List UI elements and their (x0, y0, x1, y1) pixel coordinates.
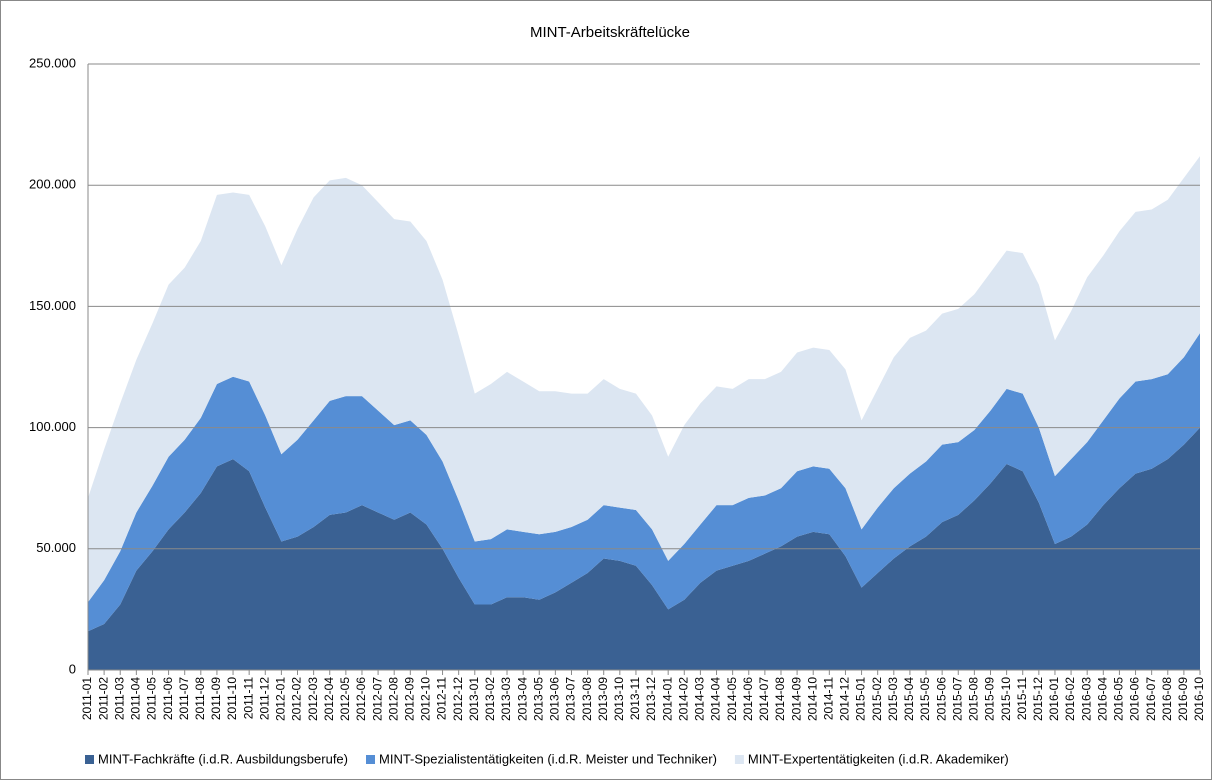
x-tick-label: 2014-03 (693, 677, 707, 721)
chart-title: MINT-Arbeitskräftelücke (530, 24, 690, 41)
x-tick-label: 2014-12 (838, 677, 852, 721)
x-tick-label: 2014-07 (757, 677, 771, 721)
x-tick-label: 2011-01 (80, 677, 94, 720)
x-tick-label: 2013-09 (596, 677, 610, 721)
x-tick-label: 2016-08 (1160, 677, 1174, 721)
x-tick-label: 2014-10 (805, 677, 819, 721)
x-tick-label: 2012-03 (306, 677, 320, 721)
legend-swatch (85, 755, 94, 764)
x-tick-label: 2014-04 (709, 677, 723, 721)
x-tick-label: 2011-12 (257, 677, 271, 720)
x-tick-label: 2012-07 (370, 677, 384, 721)
plot-area (88, 156, 1200, 670)
x-tick-label: 2015-02 (870, 677, 884, 721)
x-tick-label: 2015-05 (918, 677, 932, 721)
x-tick-label: 2015-06 (934, 677, 948, 721)
x-tick-label: 2016-03 (1079, 677, 1093, 721)
x-tick-label: 2016-04 (1095, 677, 1109, 721)
x-tick-label: 2012-08 (386, 677, 400, 721)
x-tick-label: 2012-01 (274, 677, 288, 721)
x-tick-label: 2016-01 (1047, 677, 1061, 721)
area (88, 333, 1200, 632)
x-tick-label: 2012-02 (290, 677, 304, 721)
x-tick-label: 2013-08 (580, 677, 594, 721)
x-tick-label: 2011-06 (161, 677, 175, 720)
x-tick-label: 2014-08 (773, 677, 787, 721)
y-tick-label: 150.000 (29, 298, 76, 313)
x-tick-label: 2015-04 (902, 677, 916, 721)
x-tick-label: 2013-06 (548, 677, 562, 721)
x-tick-label: 2012-11 (435, 677, 449, 720)
x-tick-label: 2013-03 (499, 677, 513, 721)
x-tick-label: 2015-08 (967, 677, 981, 721)
x-tick-label: 2014-05 (725, 677, 739, 721)
x-tick-label: 2011-03 (112, 677, 126, 720)
legend-swatch (366, 755, 375, 764)
x-tick-label: 2015-12 (1031, 677, 1045, 721)
x-tick-label: 2016-10 (1192, 677, 1206, 721)
legend-label: MINT-Expertentätigkeiten (i.d.R. Akademi… (748, 751, 1009, 766)
x-tick-label: 2013-11 (628, 677, 642, 720)
x-tick-label: 2013-01 (467, 677, 481, 721)
x-tick-label: 2015-01 (854, 677, 868, 721)
x-tick-label: 2014-11 (822, 677, 836, 720)
x-tick-label: 2015-10 (999, 677, 1013, 721)
x-tick-label: 2012-04 (322, 677, 336, 721)
x-tick-label: 2012-05 (338, 677, 352, 721)
x-tick-label: 2015-11 (1015, 677, 1029, 720)
x-tick-label: 2015-03 (886, 677, 900, 721)
x-tick-label: 2016-06 (1128, 677, 1142, 721)
legend-label: MINT-Fachkräfte (i.d.R. Ausbildungsberuf… (98, 751, 348, 766)
x-tick-label: 2016-05 (1112, 677, 1126, 721)
y-tick-label: 50.000 (36, 540, 76, 555)
x-tick-label: 2012-10 (419, 677, 433, 721)
x-tick-label: 2012-09 (402, 677, 416, 721)
legend-swatch (734, 755, 744, 764)
x-tick-label: 2013-04 (515, 677, 529, 721)
x-tick-label: 2014-02 (676, 677, 690, 721)
x-tick-label: 2016-02 (1063, 677, 1077, 721)
x-tick-label: 2011-10 (225, 677, 239, 720)
x-tick-label: 2013-12 (644, 677, 658, 721)
y-tick-label: 250.000 (29, 55, 76, 70)
x-tick-label: 2016-09 (1176, 677, 1190, 721)
x-tick-label: 2011-07 (177, 677, 191, 720)
legend-label: MINT-Spezialistentätigkeiten (i.d.R. Mei… (379, 751, 717, 766)
x-tick-label: 2016-07 (1144, 677, 1158, 721)
y-tick-label: 0 (69, 661, 76, 676)
x-tick-label: 2014-06 (741, 677, 755, 721)
x-tick-label: 2012-06 (354, 677, 368, 721)
x-tick-label: 2013-10 (612, 677, 626, 721)
x-tick-label: 2011-02 (96, 677, 110, 720)
y-tick-label: 100.000 (29, 419, 76, 434)
x-tick-label: 2013-05 (531, 677, 545, 721)
y-tick-label: 200.000 (29, 177, 76, 192)
x-tick-label: 2013-02 (483, 677, 497, 721)
x-tick-label: 2011-08 (193, 677, 207, 720)
x-tick-label: 2013-07 (564, 677, 578, 721)
x-tick-label: 2011-04 (129, 677, 143, 720)
x-tick-label: 2011-05 (145, 677, 159, 720)
area (88, 427, 1200, 670)
area (88, 156, 1200, 603)
x-tick-label: 2011-11 (241, 677, 255, 720)
x-tick-label: 2015-07 (950, 677, 964, 721)
x-tick-label: 2012-12 (451, 677, 465, 721)
x-tick-label: 2014-09 (789, 677, 803, 721)
x-tick-label: 2015-09 (983, 677, 997, 721)
x-tick-label: 2014-01 (660, 677, 674, 721)
x-tick-label: 2011-09 (209, 677, 223, 720)
